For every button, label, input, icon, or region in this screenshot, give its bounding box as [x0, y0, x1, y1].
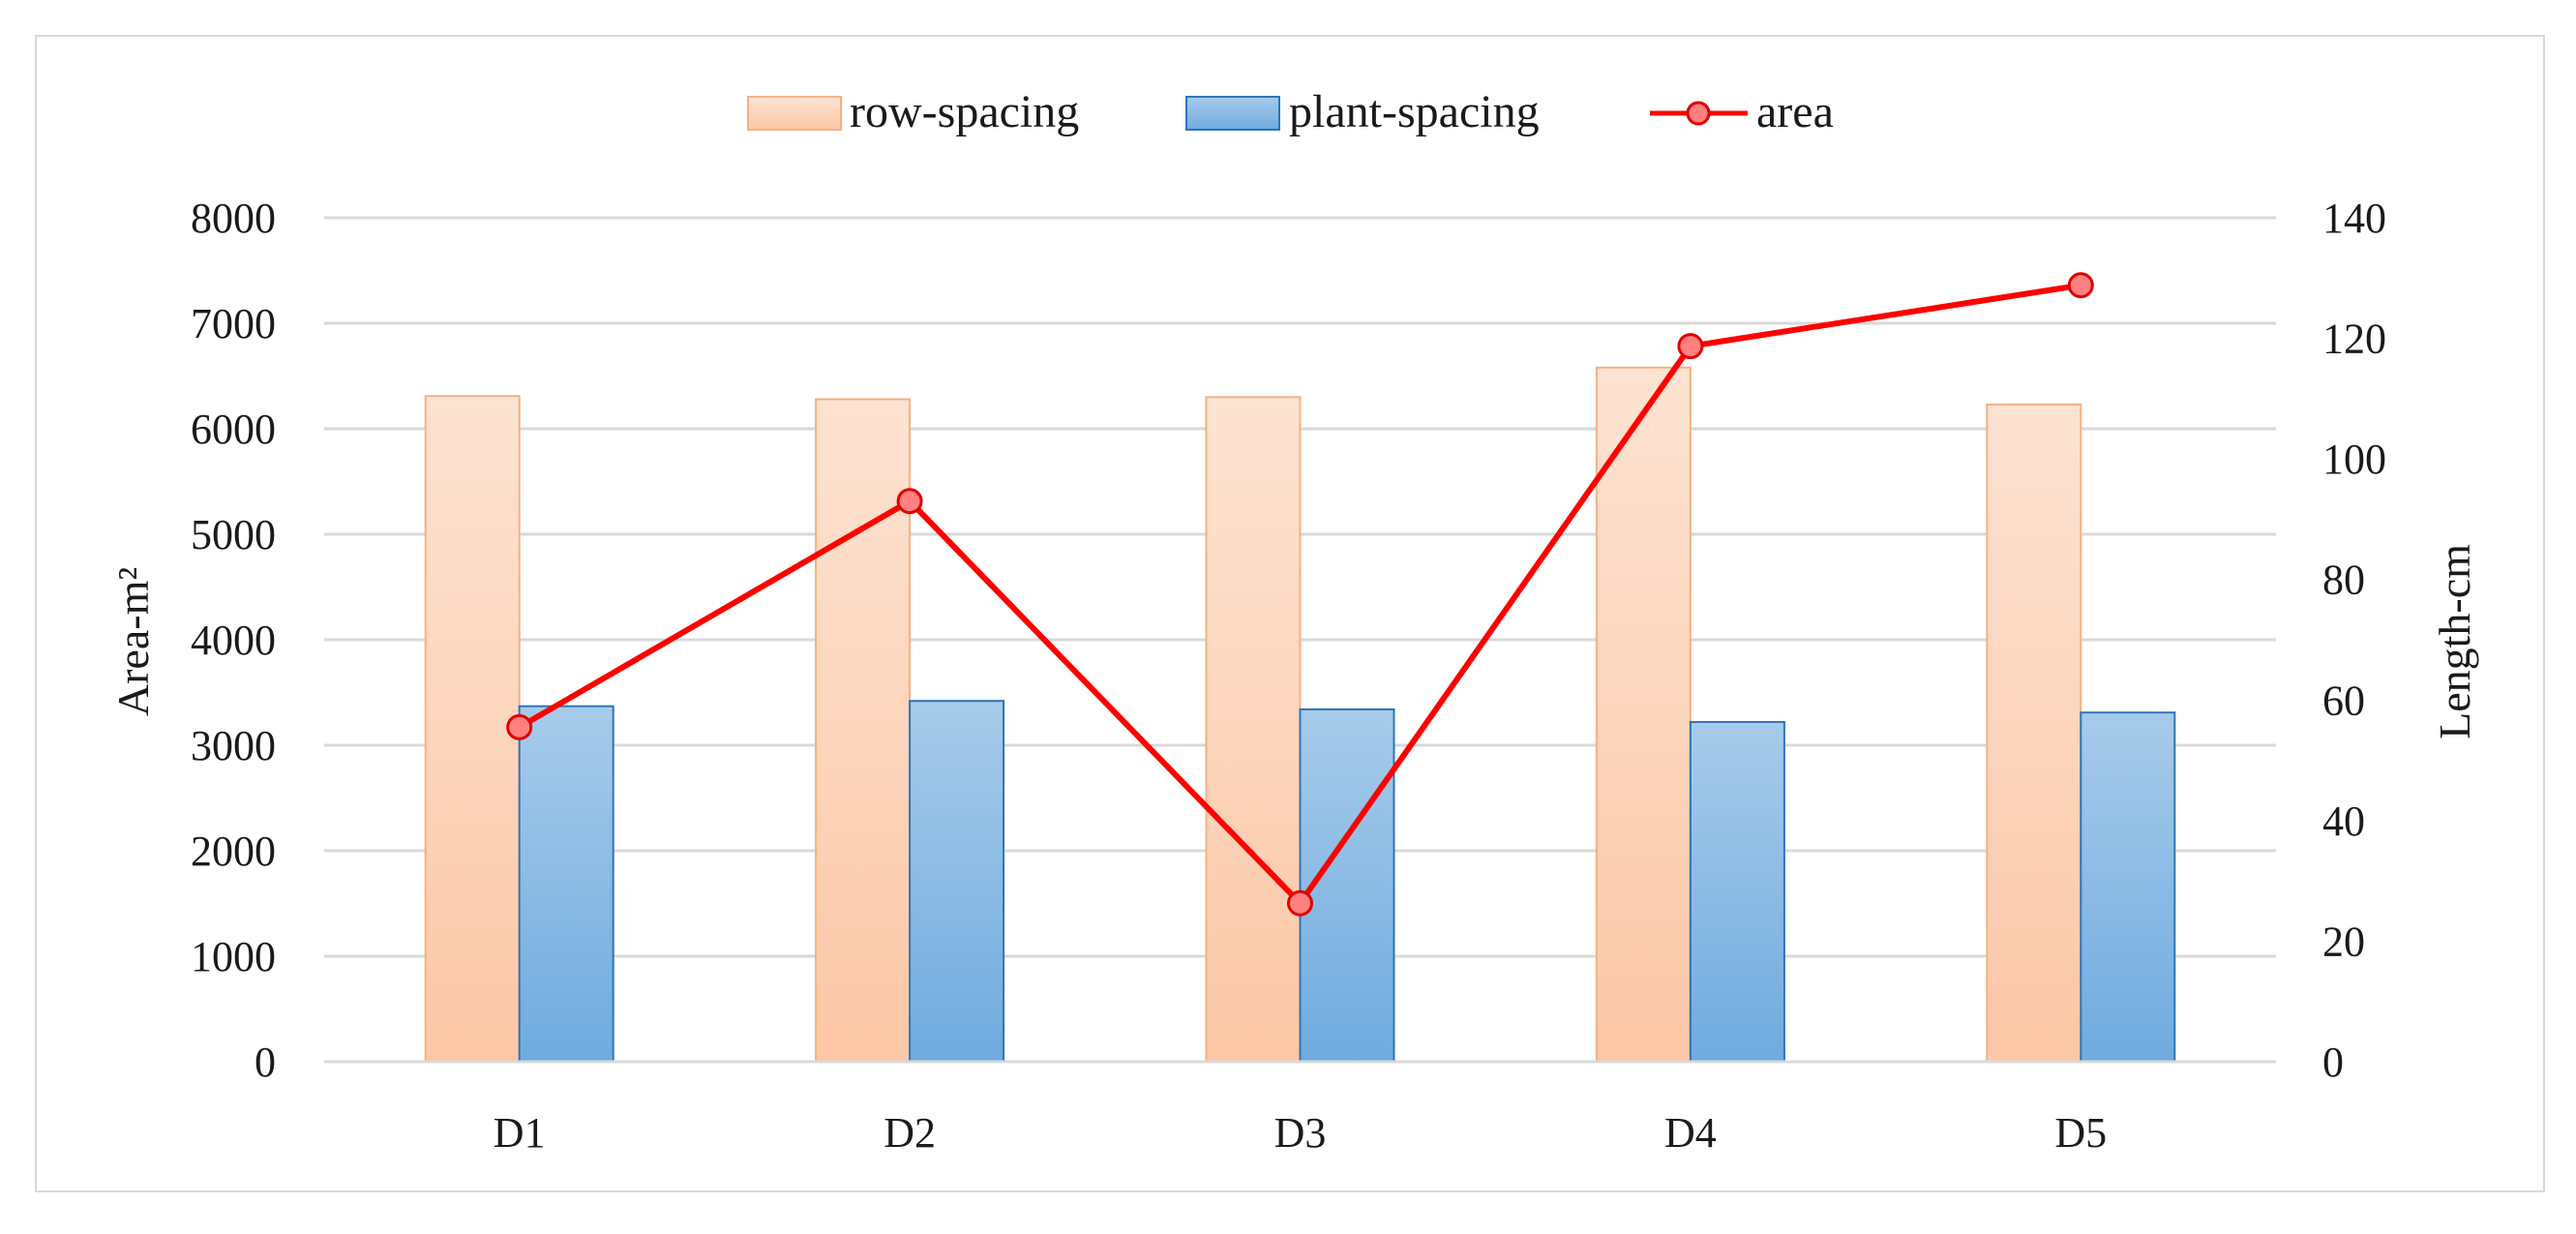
legend-item-row-spacing[interactable]: row-spacing — [747, 86, 1079, 137]
area-point-D4[interactable] — [1677, 333, 1704, 360]
y-axis: 0 1000 2000 3000 4000 5000 6000 7000 8000 — [191, 195, 276, 1086]
y2-tick-label: 20 — [2322, 918, 2365, 965]
area-point-D5[interactable] — [2067, 272, 2094, 299]
bar-plant-spacing-D4[interactable] — [1689, 721, 1785, 1064]
y-tick-label: 6000 — [191, 406, 276, 453]
bar-row-spacing-D5[interactable] — [1986, 403, 2082, 1063]
area-point-D3[interactable] — [1287, 889, 1313, 917]
y-tick-label: 8000 — [191, 195, 276, 242]
y2-tick-label: 120 — [2322, 316, 2386, 363]
legend-label-plant-spacing: plant-spacing — [1289, 86, 1540, 137]
y-tick-label: 0 — [255, 1038, 276, 1086]
x-tick-label: D1 — [494, 1109, 546, 1157]
x-axis: D1 D2 D3 D4 D5 — [494, 1109, 2107, 1157]
bar-row-spacing-D3[interactable] — [1205, 396, 1302, 1063]
legend-marker-area — [1686, 101, 1711, 126]
area-point-D1[interactable] — [506, 713, 533, 740]
y2-tick-label: 140 — [2322, 195, 2386, 242]
y-tick-label: 4000 — [191, 617, 276, 664]
y2-tick-label: 80 — [2322, 557, 2365, 604]
y2-tick-label: 40 — [2322, 798, 2365, 845]
legend-label-area: area — [1756, 86, 1834, 137]
y-axis-title: Area-m² — [108, 567, 158, 716]
bar-row-spacing-D1[interactable] — [424, 395, 521, 1063]
x-tick-label: D4 — [1664, 1109, 1717, 1157]
legend-swatch-plant-spacing — [1185, 96, 1280, 131]
y2-axis-title: Length-cm — [2430, 544, 2479, 739]
y2-tick-label: 100 — [2322, 436, 2386, 483]
legend-item-plant-spacing[interactable]: plant-spacing — [1185, 86, 1540, 137]
bars — [424, 366, 2176, 1064]
x-tick-label: D3 — [1274, 1109, 1327, 1157]
area-point-D2[interactable] — [896, 488, 923, 515]
legend-label-row-spacing: row-spacing — [850, 86, 1079, 137]
legend-swatch-row-spacing — [747, 96, 842, 131]
y2-axis: 0 20 40 60 80 100 120 140 — [2322, 195, 2386, 1086]
bar-plant-spacing-D1[interactable] — [518, 705, 614, 1063]
area-line-series — [506, 272, 2094, 917]
bar-row-spacing-D2[interactable] — [815, 398, 912, 1064]
y-tick-label: 1000 — [191, 933, 276, 980]
bar-plant-spacing-D5[interactable] — [2080, 711, 2176, 1064]
legend-item-area[interactable]: area — [1650, 86, 1834, 137]
bar-row-spacing-D4[interactable] — [1595, 366, 1692, 1063]
y2-tick-label: 0 — [2322, 1038, 2344, 1086]
y-tick-label: 5000 — [191, 511, 276, 558]
y-tick-label: 2000 — [191, 828, 276, 875]
legend: row-spacing plant-spacing area — [747, 86, 1834, 137]
y-tick-label: 3000 — [191, 722, 276, 769]
x-tick-label: D2 — [884, 1109, 936, 1157]
x-tick-label: D5 — [2054, 1109, 2107, 1157]
y2-tick-label: 60 — [2322, 677, 2365, 724]
y-tick-label: 7000 — [191, 300, 276, 347]
bar-plant-spacing-D2[interactable] — [909, 700, 1005, 1063]
